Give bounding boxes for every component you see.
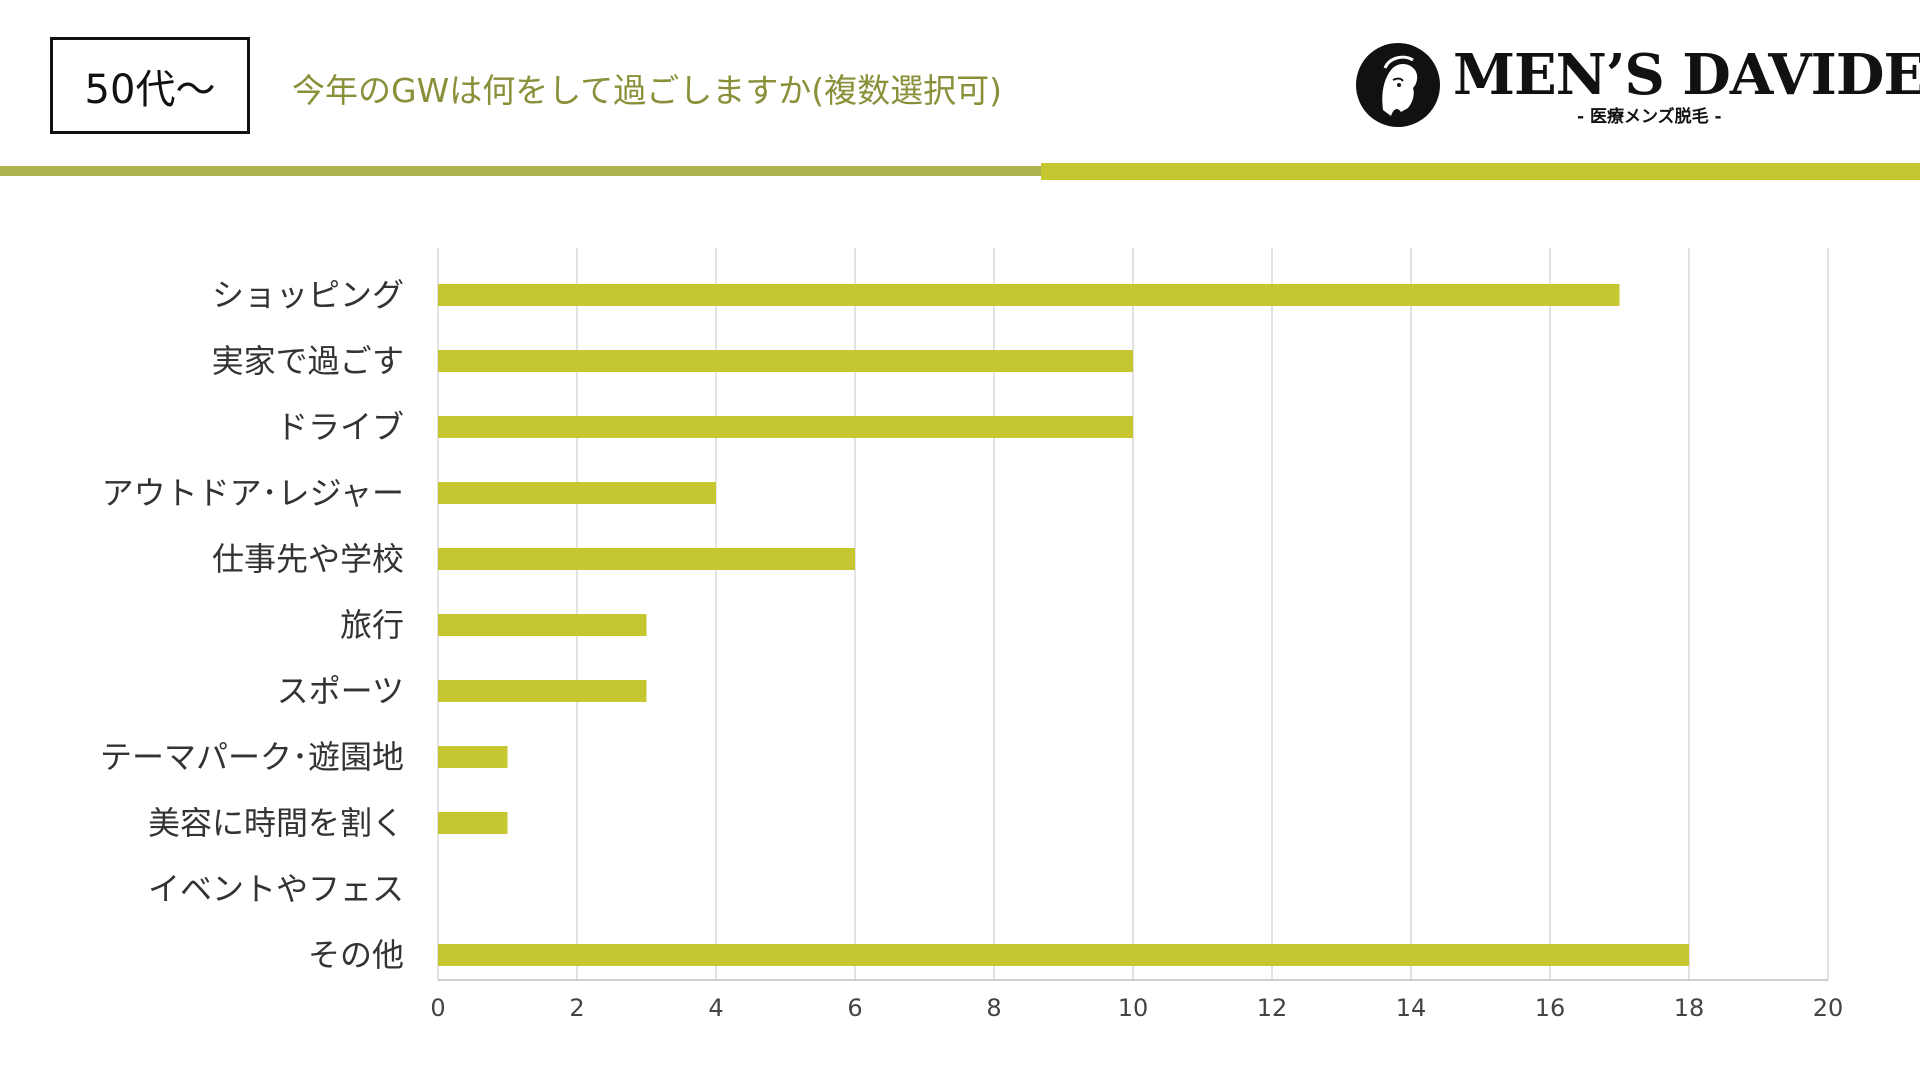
bar bbox=[438, 284, 1620, 306]
bar bbox=[438, 812, 508, 834]
x-tick-label: 10 bbox=[1118, 994, 1149, 1022]
category-label: その他 bbox=[308, 936, 404, 974]
category-label: スポーツ bbox=[277, 672, 404, 710]
x-tick-label: 12 bbox=[1257, 994, 1288, 1022]
bar bbox=[438, 944, 1689, 966]
category-label: ドライブ bbox=[276, 408, 404, 446]
header-band-right bbox=[1041, 163, 1920, 180]
brand-logo: MEN’S DAVIDE - 医療メンズ脱毛 - bbox=[1353, 40, 1920, 130]
x-tick-label: 8 bbox=[986, 994, 1001, 1022]
category-label: 美容に時間を割く bbox=[148, 804, 404, 842]
bar bbox=[438, 746, 508, 768]
category-label: 仕事先や学校 bbox=[212, 540, 404, 578]
x-tick-label: 6 bbox=[847, 994, 862, 1022]
category-label: ショッピング bbox=[212, 276, 404, 314]
bar bbox=[438, 482, 716, 504]
bar bbox=[438, 416, 1133, 438]
bar-chart: 0 2 4 6 8 10 12 14 16 18 20 ショッピング実家で過ごすドライブアウトドア･レ… bbox=[100, 248, 1844, 1022]
bar bbox=[438, 548, 855, 570]
question-title: 今年のGWは何をして過ごしますか(複数選択可) bbox=[292, 71, 1002, 110]
x-tick-label: 0 bbox=[430, 994, 445, 1022]
brand-tagline: - 医療メンズ脱毛 - bbox=[1577, 107, 1722, 127]
bar bbox=[438, 350, 1133, 372]
category-label: 旅行 bbox=[340, 606, 404, 644]
header-band-left bbox=[0, 166, 1042, 176]
category-label: アウトドア･レジャー bbox=[102, 474, 404, 512]
age-group-label: 50代〜 bbox=[50, 37, 250, 134]
bar bbox=[438, 614, 647, 636]
x-tick-label: 14 bbox=[1396, 994, 1427, 1022]
category-label: テーマパーク･遊園地 bbox=[100, 738, 404, 776]
brand-name: MEN’S DAVIDE bbox=[1453, 42, 1920, 108]
davide-head-icon bbox=[1356, 43, 1440, 127]
bar bbox=[438, 680, 647, 702]
category-label: イベントやフェス bbox=[148, 870, 404, 908]
x-tick-label: 20 bbox=[1813, 994, 1844, 1022]
category-label: 実家で過ごす bbox=[212, 342, 404, 380]
x-tick-label: 18 bbox=[1674, 994, 1705, 1022]
x-tick-label: 2 bbox=[569, 994, 584, 1022]
x-tick-label: 4 bbox=[708, 994, 723, 1022]
x-tick-label: 16 bbox=[1535, 994, 1566, 1022]
